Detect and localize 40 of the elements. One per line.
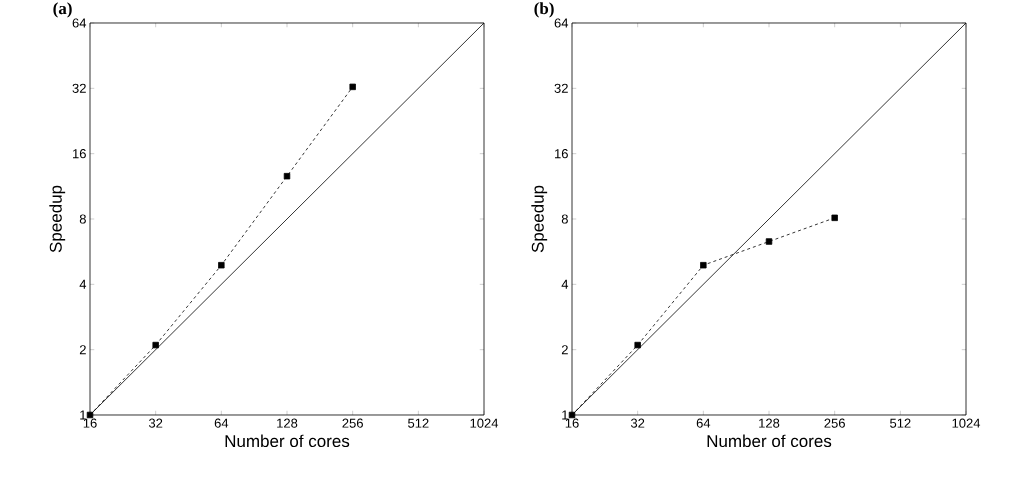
x-tick-label: 64 [696,418,711,428]
x-tick-label: 256 [342,418,363,428]
point [283,172,291,180]
x-axis-title: Number of cores [707,434,832,448]
point [831,214,838,222]
chart-title: (a) [53,2,72,18]
x-tick-label: 1024 [952,418,981,428]
x-tick-label: 512 [408,418,429,428]
y-tick-label: 4 [79,279,87,289]
x-tick-label: 256 [824,418,845,428]
point [634,341,641,349]
point [218,262,225,269]
point [700,262,707,269]
x-tick-label: 32 [148,418,163,428]
point [349,83,356,91]
x-tick-label: 128 [277,418,298,428]
x-tick-label: 64 [214,418,229,428]
y-tick-label: 1 [80,410,86,420]
y-tick-label: 64 [72,18,87,28]
y-tick-label: 1 [562,410,568,420]
x-tick-label: 512 [890,418,911,428]
point [765,238,773,245]
chart-title: (b) [534,2,554,18]
y-axis-title: Speedup [49,185,66,253]
y-tick-label: 8 [79,214,86,224]
y-tick-label: 2 [79,345,86,355]
y-axis-title: Speedup [531,185,548,253]
y-tick-label: 64 [554,18,569,28]
y-tick-label: 32 [554,83,568,93]
y-tick-label: 8 [561,214,568,224]
y-tick-label: 16 [555,149,568,159]
x-tick-label: 1024 [470,418,499,428]
x-axis-title: Number of cores [225,434,350,448]
point [152,341,159,349]
y-tick-label: 4 [561,279,569,289]
y-tick-label: 2 [561,345,568,355]
x-tick-label: 32 [630,418,645,428]
y-tick-label: 16 [73,149,86,159]
x-tick-label: 128 [759,418,780,428]
y-tick-label: 32 [72,83,86,93]
